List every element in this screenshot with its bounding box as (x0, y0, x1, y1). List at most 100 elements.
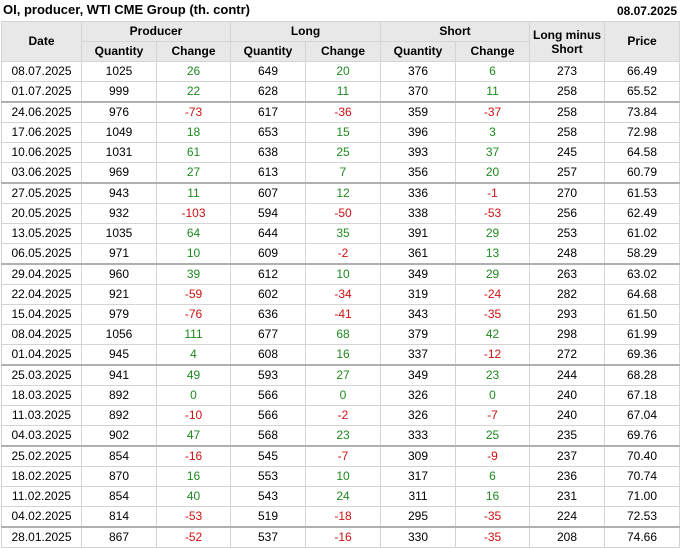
cell-producer-change: 18 (156, 122, 231, 143)
cell-date: 06.05.2025 (1, 243, 82, 265)
cell-price: 70.40 (604, 445, 680, 467)
cell-price: 73.84 (604, 101, 680, 123)
cell-producer-quantity: 892 (81, 405, 157, 426)
cell-date: 10.06.2025 (1, 142, 82, 163)
cell-short-change: -35 (455, 506, 531, 528)
cell-producer-change: 47 (156, 425, 231, 447)
cell-date: 08.07.2025 (1, 61, 82, 82)
cell-date: 04.02.2025 (1, 506, 82, 528)
cell-producer-quantity: 943 (81, 182, 157, 204)
cell-short-quantity: 338 (380, 203, 457, 224)
cell-short-change: 6 (455, 61, 531, 82)
cell-long-minus-short: 208 (529, 526, 606, 548)
cell-producer-quantity: 979 (81, 304, 157, 325)
cell-long-change: 25 (304, 142, 382, 163)
cell-long-minus-short: 235 (529, 425, 606, 447)
cell-long-quantity: 553 (230, 466, 306, 487)
cell-price: 61.50 (604, 304, 680, 325)
cell-producer-change: 49 (156, 364, 231, 386)
cell-long-change: 12 (304, 182, 382, 204)
table-row: 04.02.2025 814 -53 519 -18 295 -35 224 72.53 (1, 506, 680, 528)
cell-long-quantity: 607 (230, 182, 306, 204)
cell-short-change: -35 (455, 526, 531, 548)
cell-short-change: -12 (455, 344, 531, 366)
cell-short-quantity: 333 (380, 425, 457, 447)
cell-short-change: -1 (455, 182, 531, 204)
cell-date: 22.04.2025 (1, 284, 82, 305)
cell-long-minus-short: 231 (529, 486, 606, 507)
cell-long-change: 68 (304, 324, 382, 345)
cell-producer-quantity: 932 (81, 203, 157, 224)
cell-short-quantity: 361 (380, 243, 457, 265)
cell-producer-quantity: 814 (81, 506, 157, 528)
table-row: 06.05.2025 971 10 609 -2 361 13 248 58.29 (1, 243, 680, 265)
cell-producer-quantity: 892 (81, 385, 157, 406)
cell-producer-change: -59 (156, 284, 231, 305)
cell-short-quantity: 319 (380, 284, 457, 305)
cell-date: 03.06.2025 (1, 162, 82, 184)
cell-producer-quantity: 1035 (81, 223, 157, 244)
cot-table: Date Producer Long Short Long minus Shor… (1, 21, 680, 548)
cell-short-quantity: 391 (380, 223, 457, 244)
cell-long-minus-short: 248 (529, 243, 606, 265)
cell-producer-quantity: 867 (81, 526, 157, 548)
header-producer-change: Change (156, 41, 231, 62)
cell-long-quantity: 649 (230, 61, 306, 82)
cell-short-change: 16 (455, 486, 531, 507)
cell-price: 69.36 (604, 344, 680, 366)
cell-short-change: 3 (455, 122, 531, 143)
table-row: 27.05.2025 943 11 607 12 336 -1 270 61.53 (1, 182, 680, 204)
cell-short-change: 6 (455, 466, 531, 487)
cell-short-change: 23 (455, 364, 531, 386)
cell-date: 11.03.2025 (1, 405, 82, 426)
cell-producer-change: 22 (156, 81, 231, 103)
table-body: 08.07.2025 1025 26 649 20 376 6 273 66.49 01.07.2… (1, 61, 680, 548)
cell-price: 72.98 (604, 122, 680, 143)
cell-date: 15.04.2025 (1, 304, 82, 325)
table-row: 25.02.2025 854 -16 545 -7 309 -9 237 70.40 (1, 445, 680, 467)
header-short-quantity: Quantity (380, 41, 457, 62)
table-row: 08.04.2025 1056 111 677 68 379 42 298 61.99 (1, 324, 680, 345)
cell-long-change: -34 (304, 284, 382, 305)
cell-long-change: -50 (304, 203, 382, 224)
cell-producer-quantity: 941 (81, 364, 157, 386)
cell-short-quantity: 309 (380, 445, 457, 467)
cell-long-minus-short: 244 (529, 364, 606, 386)
cell-long-change: -41 (304, 304, 382, 325)
cell-producer-quantity: 902 (81, 425, 157, 447)
cell-short-change: 29 (455, 263, 531, 285)
cell-long-change: -2 (304, 243, 382, 265)
header-producer: Producer (81, 21, 231, 42)
cell-producer-change: 39 (156, 263, 231, 285)
cell-long-change: -2 (304, 405, 382, 426)
header-date: Date (1, 21, 82, 62)
cell-producer-change: -76 (156, 304, 231, 325)
cell-producer-change: 61 (156, 142, 231, 163)
cell-short-quantity: 379 (380, 324, 457, 345)
cell-date: 08.04.2025 (1, 324, 82, 345)
cell-long-change: -7 (304, 445, 382, 467)
table-row: 28.01.2025 867 -52 537 -16 330 -35 208 74.66 (1, 526, 680, 548)
cell-producer-change: -52 (156, 526, 231, 548)
cell-short-quantity: 376 (380, 61, 457, 82)
cell-short-quantity: 349 (380, 263, 457, 285)
cell-producer-change: 11 (156, 182, 231, 204)
cell-long-change: 16 (304, 344, 382, 366)
cell-date: 28.01.2025 (1, 526, 82, 548)
cell-long-change: -18 (304, 506, 382, 528)
header-short: Short (380, 21, 531, 42)
cell-price: 71.00 (604, 486, 680, 507)
cell-short-change: 20 (455, 162, 531, 184)
header-short-change: Change (455, 41, 531, 62)
cell-long-change: 11 (304, 81, 382, 103)
cell-long-minus-short: 293 (529, 304, 606, 325)
cell-long-quantity: 613 (230, 162, 306, 184)
cell-date: 18.02.2025 (1, 466, 82, 487)
cell-date: 29.04.2025 (1, 263, 82, 285)
cell-producer-change: -16 (156, 445, 231, 467)
cell-price: 63.02 (604, 263, 680, 285)
cell-long-minus-short: 298 (529, 324, 606, 345)
cell-short-change: 42 (455, 324, 531, 345)
cell-long-change: 7 (304, 162, 382, 184)
cell-short-change: -53 (455, 203, 531, 224)
